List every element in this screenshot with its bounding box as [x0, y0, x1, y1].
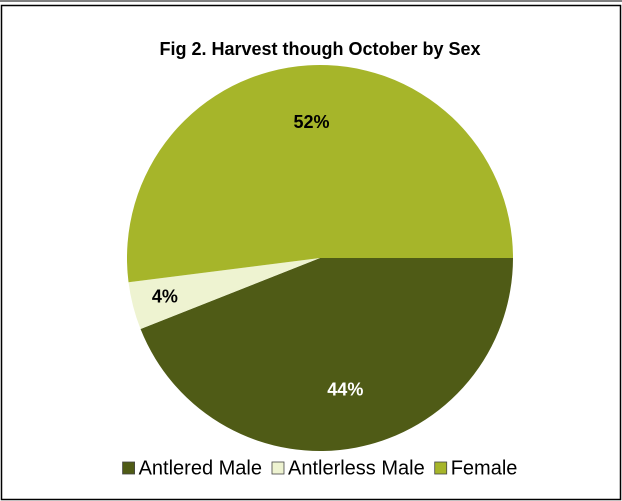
data-label: 44% [327, 379, 363, 399]
legend-swatch [122, 461, 135, 475]
pie-slice [128, 258, 320, 330]
legend-label: Female [451, 457, 518, 479]
chart-title: Fig 2. Harvest though October by Sex [159, 39, 480, 59]
frame [0, 4, 622, 501]
data-label: 4% [152, 287, 178, 307]
legend-label: Antlerless Male [288, 457, 425, 479]
data-label: 52% [294, 112, 330, 132]
legend-label: Antlered Male [139, 457, 262, 479]
pie-slice [140, 258, 513, 451]
legend-swatch [271, 461, 285, 475]
pie-slice [126, 64, 513, 283]
legend-swatch [434, 461, 448, 475]
